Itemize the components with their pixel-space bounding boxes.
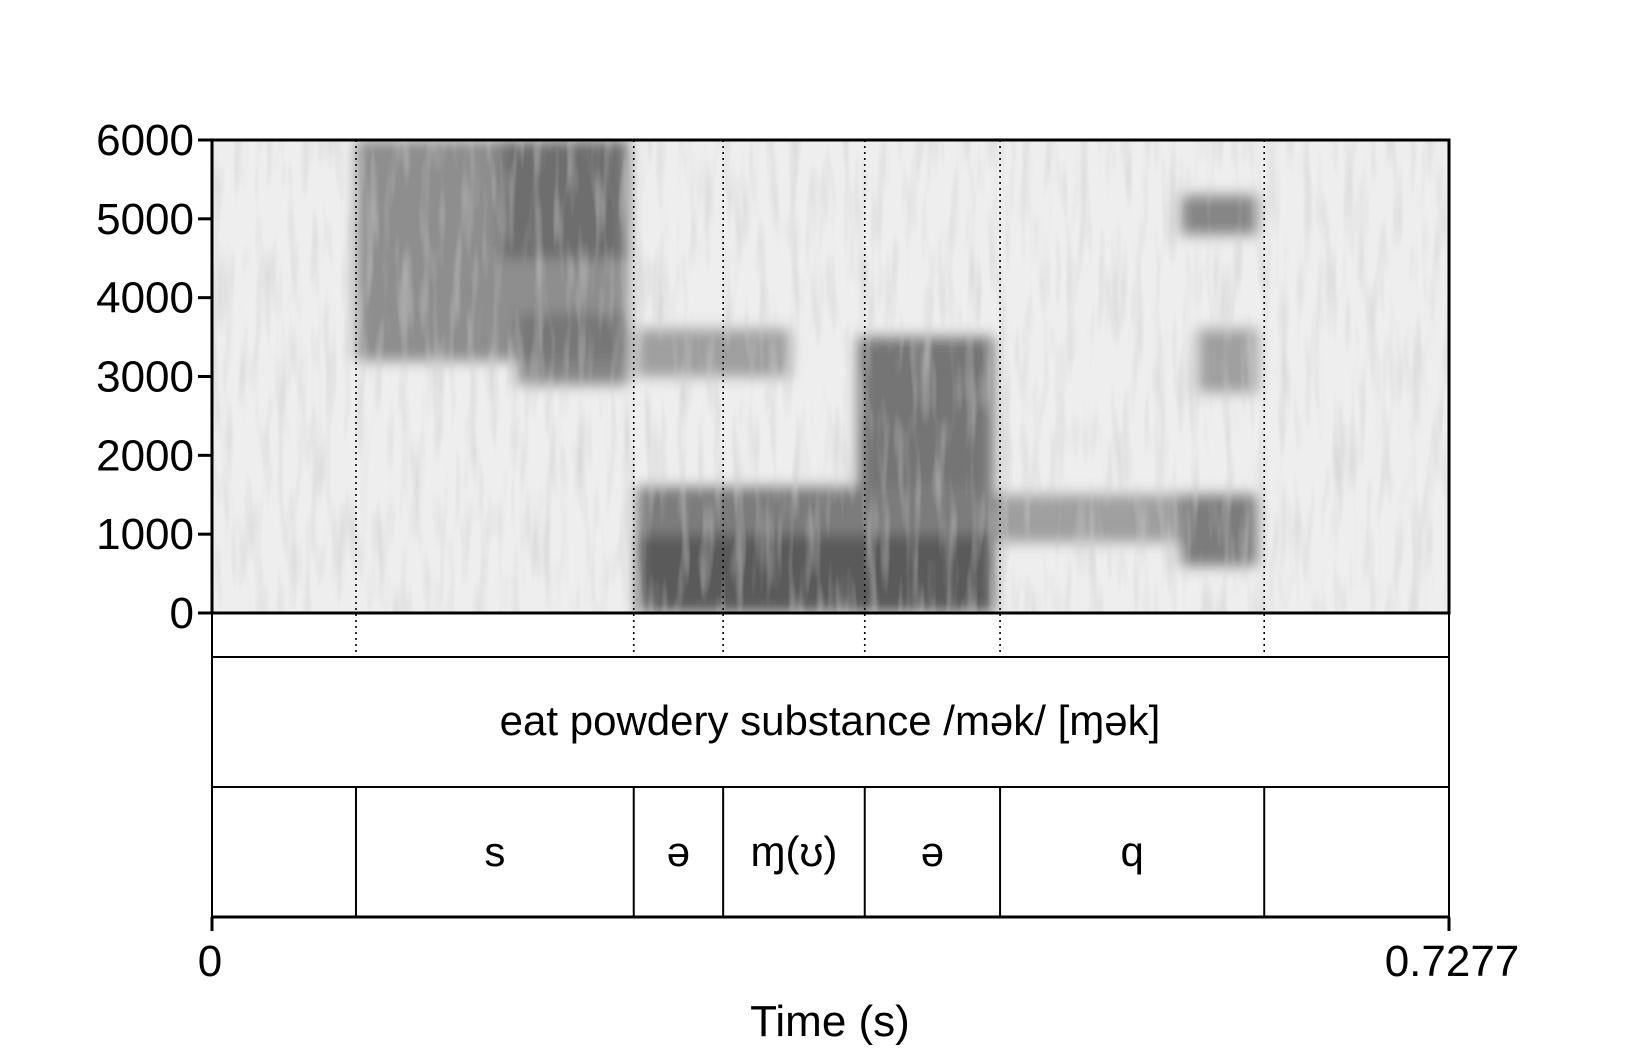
- y-tick-label: 0: [170, 589, 194, 638]
- x-axis-label: Time (s): [750, 997, 910, 1046]
- segment-tier: s ə ɱ(ʊ) ə q: [484, 828, 1143, 875]
- spectrogram-texture: [212, 140, 1449, 613]
- plot-frames: [210, 138, 1451, 919]
- word-tier-label: eat powdery substance /mək/ [ɱək]: [500, 697, 1161, 744]
- y-tick-label: 5000: [96, 195, 194, 244]
- x-tick-label-end: 0.7277: [1385, 937, 1520, 986]
- y-axis: 0 1000 2000 3000 4000 5000 6000: [96, 116, 212, 638]
- segment-label: ɱ(ʊ): [751, 828, 838, 875]
- segment-label: q: [1120, 828, 1143, 875]
- x-axis: 0 0.7277 Time (s): [198, 917, 1520, 1046]
- y-tick-label: 3000: [96, 353, 194, 402]
- segment-label: ə: [921, 828, 944, 875]
- y-tick-label: 6000: [96, 116, 194, 165]
- y-tick-label: 2000: [96, 431, 194, 480]
- segment-label: ə: [667, 828, 690, 875]
- y-tick-label: 1000: [96, 510, 194, 559]
- y-tick-label: 4000: [96, 274, 194, 323]
- segment-label: s: [484, 828, 505, 875]
- x-tick-label-start: 0: [198, 937, 222, 986]
- spectrogram: [212, 140, 1449, 613]
